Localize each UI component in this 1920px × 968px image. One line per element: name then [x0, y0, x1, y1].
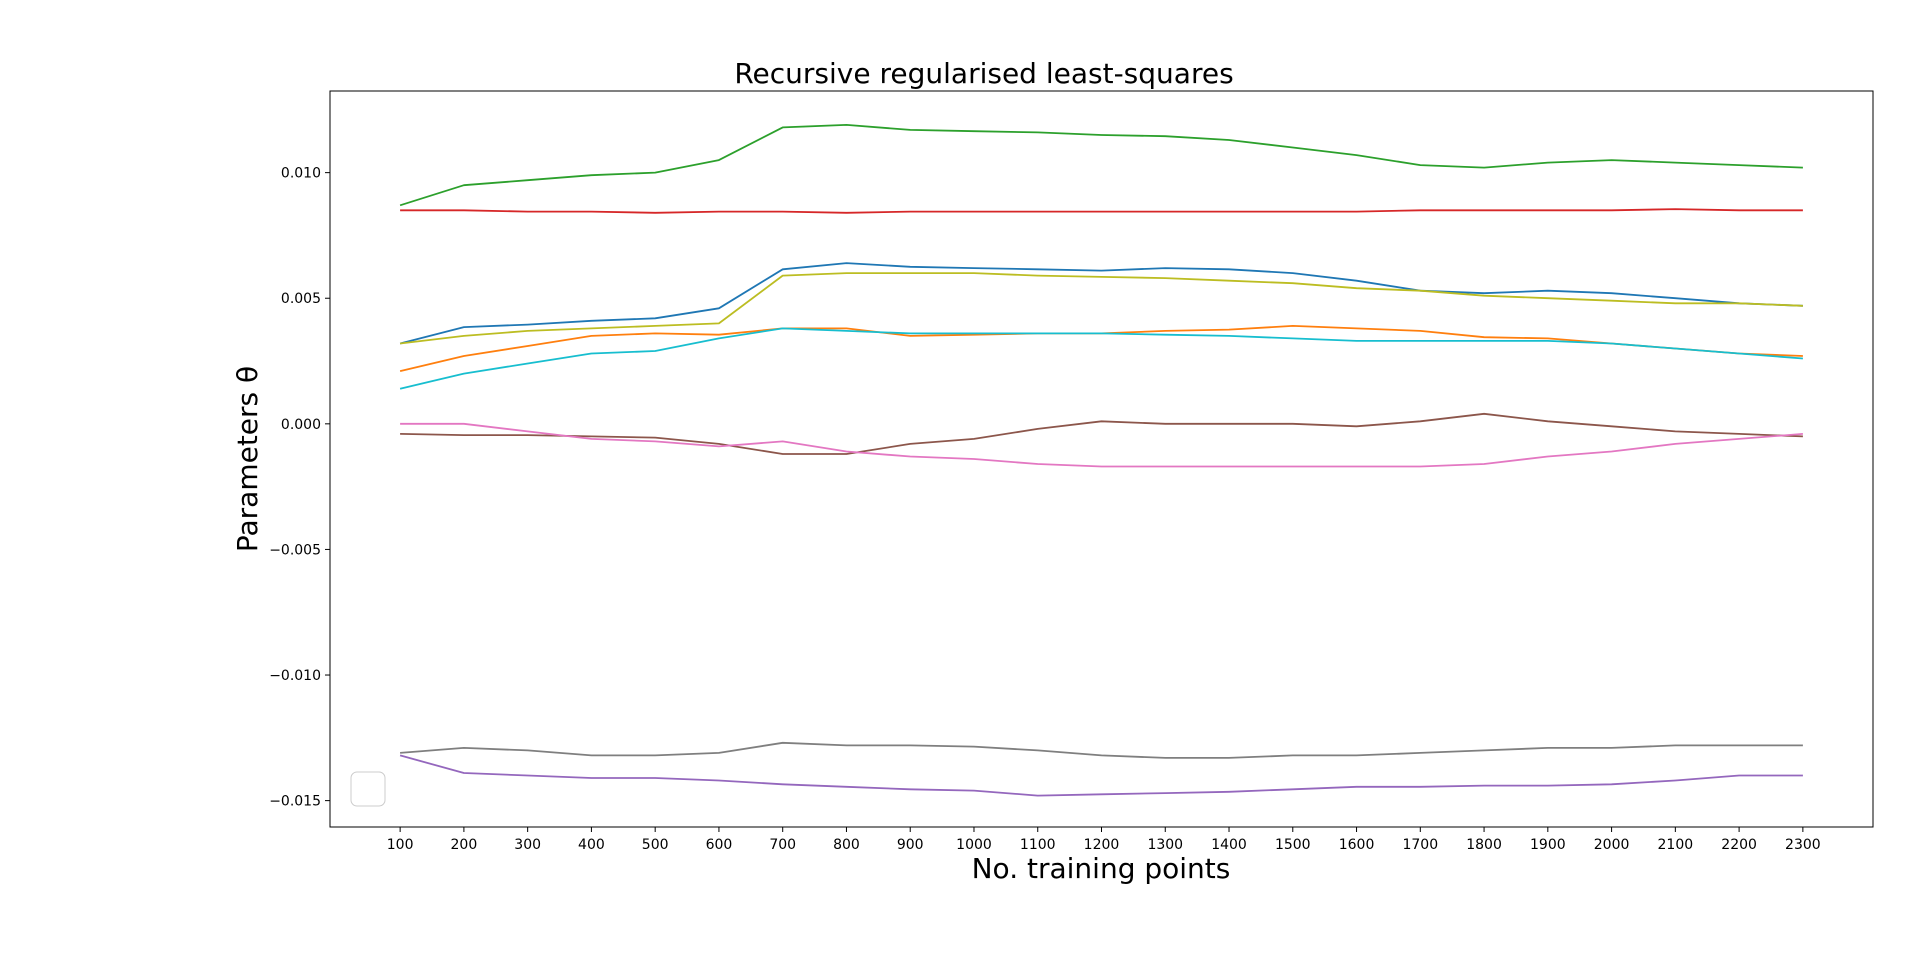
y-tick-label: 0.010	[281, 166, 321, 182]
x-tick-label: 200	[451, 837, 478, 853]
legend-box	[350, 771, 386, 807]
chart-title: Recursive regularised least-squares	[734, 57, 1233, 90]
x-axis: 100 200 300 400 500 600 700 800 900 1000 1100 1200 1…	[387, 827, 1821, 853]
x-tick-label: 2100	[1658, 837, 1694, 853]
y-tick-label: −0.005	[269, 542, 321, 558]
series-line-7	[400, 422, 1803, 468]
series-line-8	[400, 741, 1803, 759]
x-tick-label: 300	[514, 837, 541, 853]
y-axis-label: Parameters θ	[231, 366, 264, 552]
x-tick-label: 1600	[1339, 837, 1375, 853]
x-tick-label: 800	[833, 837, 860, 853]
x-tick-label: 700	[769, 837, 796, 853]
x-tick-label: 1100	[1020, 837, 1056, 853]
series-line-10	[399, 327, 1803, 390]
y-tick-label: −0.015	[269, 794, 321, 810]
x-axis-label: No. training points	[972, 852, 1231, 885]
x-tick-label: 2000	[1594, 837, 1630, 853]
x-tick-label: 1500	[1275, 837, 1311, 853]
x-tick-label: 1400	[1211, 837, 1247, 853]
y-tick-label: −0.010	[269, 668, 321, 684]
series-layer	[399, 124, 1803, 797]
y-tick-label: 0.000	[281, 417, 321, 433]
x-tick-label: 400	[578, 837, 605, 853]
x-tick-label: 500	[642, 837, 669, 853]
x-tick-label: 2300	[1785, 837, 1821, 853]
x-tick-label: 1900	[1530, 837, 1566, 853]
series-line-4	[400, 208, 1803, 214]
y-tick-label: 0.005	[281, 291, 321, 307]
y-axis: 0.010 0.005 0.000 −0.005 −0.010 −0.015	[269, 166, 330, 810]
x-tick-label: 600	[706, 837, 733, 853]
series-line-1	[399, 262, 1803, 345]
series-line-6	[400, 412, 1803, 455]
x-tick-label: 1200	[1084, 837, 1120, 853]
x-tick-label: 1300	[1147, 837, 1183, 853]
series-line-3	[399, 124, 1803, 207]
x-tick-label: 1000	[956, 837, 992, 853]
series-line-5	[399, 754, 1803, 797]
x-tick-label: 900	[897, 837, 924, 853]
x-tick-label: 1700	[1402, 837, 1438, 853]
x-tick-label: 100	[387, 837, 414, 853]
x-tick-label: 2200	[1721, 837, 1757, 853]
x-tick-label: 1800	[1466, 837, 1502, 853]
series-line-9	[399, 272, 1803, 345]
